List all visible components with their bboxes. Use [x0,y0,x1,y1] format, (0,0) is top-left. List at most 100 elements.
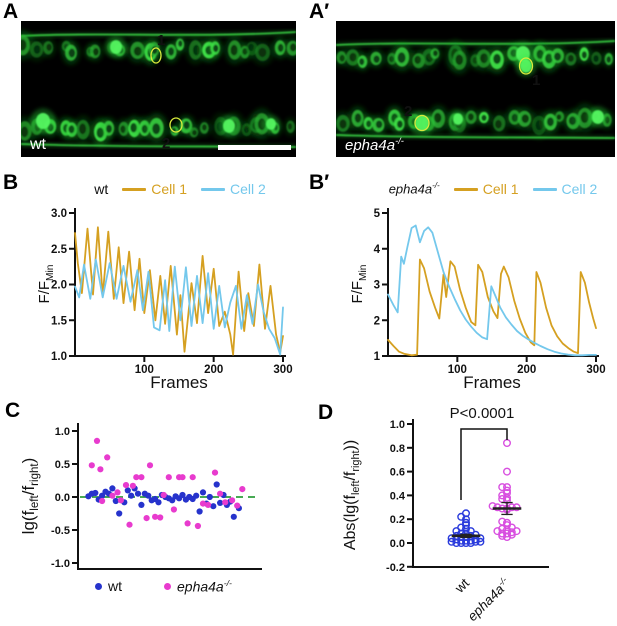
cell-nucleus [593,55,599,63]
roi-ellipse [518,57,534,75]
data-point [92,489,99,497]
x-category-label: epha4a-/- [464,575,513,624]
panel-letter-b: B [3,171,19,194]
cell-band [21,29,296,66]
data-point [503,518,512,527]
bright-cell [415,114,429,132]
cell-nucleus [46,43,52,51]
cell-nucleus [580,111,589,123]
cell-nucleus [120,125,126,134]
micrograph-epha4a-image: 12 [336,21,615,157]
data-point [157,514,164,521]
cell-nucleus [581,51,587,59]
cell-nucleus [397,120,403,128]
panel-b-title: wt [94,181,109,197]
data-point [503,467,512,476]
wt-dot-swatch [95,582,102,590]
cell-nucleus [133,46,142,56]
scatter-series-epha4a-/- [88,437,246,530]
data-point [230,513,237,520]
cell-nucleus [178,40,183,47]
genotype-label-wt: wt [30,136,46,153]
bright-cell [266,118,276,130]
cell-nucleus [556,114,562,120]
cell-nucleus [21,126,29,138]
cell-nucleus [213,44,219,53]
tick-label: 0.0 [390,538,405,550]
data-point [498,483,507,492]
tick-label: 0.6 [390,467,405,479]
cell-nucleus [287,123,293,130]
data-point [196,508,203,515]
cell-nucleus [106,124,112,133]
data-point [206,493,213,501]
cell-nucleus [68,48,76,58]
tick-label: 300 [273,364,292,376]
cell-nucleus [354,113,362,123]
data-point [170,506,177,513]
data-point [184,520,191,527]
data-point [217,499,224,506]
significance-bracket [460,428,508,500]
data-point [114,489,121,496]
data-point [138,474,145,481]
cell-nucleus [339,119,347,129]
panel-letter-a: A [3,0,19,23]
data-point [165,474,172,481]
legend-epha4a: epha4a-/- [164,578,232,595]
tick-label: 1.5 [51,315,68,327]
data-point [213,481,220,488]
legend-cell1: Cell 1 [453,181,519,197]
panel-b-header: wt Cell 1 Cell 2 [72,181,288,197]
genotype-superscript: -/- [395,136,404,146]
data-point [129,482,136,489]
data-point [122,482,130,489]
tick-label: 100 [448,364,467,376]
data-point [138,501,145,508]
data-point [205,501,212,508]
panel-letter-a-prime: A′ [309,0,330,23]
roi-ellipse [150,47,162,64]
data-point [462,509,471,518]
tick-label: 2.0 [51,280,67,292]
tick-label: 1.0 [51,351,67,363]
seam-line [336,134,615,139]
cell-number-label: 1 [532,72,540,89]
group-epha4a-/- [488,439,522,542]
data-point [179,474,186,481]
data-point [112,497,119,505]
series-line-2 [74,258,284,356]
seam-line [336,40,615,46]
data-point [104,454,111,461]
legend-cell2: Cell 2 [201,181,266,197]
data-point [155,499,162,506]
data-point [234,502,241,509]
data-point [128,492,135,499]
bright-cell [453,113,463,125]
data-point [194,522,201,530]
bright-cell [592,110,604,124]
cell-nucleus [289,43,296,52]
data-point [462,521,471,530]
data-point [462,518,471,527]
tick-label: -1.0 [51,558,70,570]
cell-nucleus [359,58,365,66]
tick-label: 0.8 [390,443,405,455]
genotype-text: epha4a [345,137,396,154]
micrograph-wt-image: 12 [21,21,296,157]
x-category-label: wt [451,575,472,596]
cell-nucleus [606,56,611,63]
cell-nucleus [21,39,27,51]
cell2-line-swatch [532,187,557,191]
scale-bar [218,145,291,150]
seam-line [21,31,296,37]
scatter-series-wt [85,481,242,520]
data-point [229,497,236,504]
cell-nucleus [375,120,383,129]
tick-label: 4 [374,244,381,256]
